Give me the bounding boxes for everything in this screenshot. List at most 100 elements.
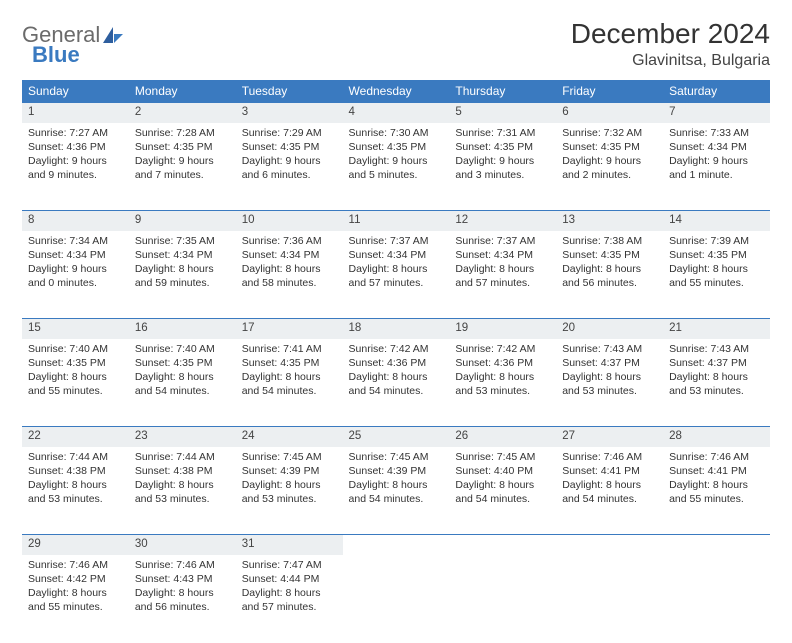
day-cell: Sunrise: 7:46 AMSunset: 4:43 PMDaylight:… — [129, 555, 236, 643]
daylight-text: Daylight: 8 hours and 56 minutes. — [562, 262, 657, 290]
sunset-text: Sunset: 4:36 PM — [349, 356, 444, 370]
sunrise-text: Sunrise: 7:42 AM — [455, 342, 550, 356]
sunrise-text: Sunrise: 7:41 AM — [242, 342, 337, 356]
sunrise-text: Sunrise: 7:37 AM — [455, 234, 550, 248]
sunset-text: Sunset: 4:34 PM — [28, 248, 123, 262]
day-number: 1 — [22, 103, 129, 123]
sunset-text: Sunset: 4:39 PM — [242, 464, 337, 478]
sunset-text: Sunset: 4:35 PM — [135, 140, 230, 154]
day-cell: Sunrise: 7:31 AMSunset: 4:35 PMDaylight:… — [449, 123, 556, 211]
dayheader-sat: Saturday — [663, 80, 770, 103]
sunset-text: Sunset: 4:43 PM — [135, 572, 230, 586]
day-number — [343, 535, 450, 555]
daylight-text: Daylight: 9 hours and 0 minutes. — [28, 262, 123, 290]
sunset-text: Sunset: 4:34 PM — [349, 248, 444, 262]
header: General December 2024 Glavinitsa, Bulgar… — [22, 18, 770, 70]
day-cell: Sunrise: 7:45 AMSunset: 4:40 PMDaylight:… — [449, 447, 556, 535]
day-number: 15 — [22, 319, 129, 339]
day-cell: Sunrise: 7:32 AMSunset: 4:35 PMDaylight:… — [556, 123, 663, 211]
day-cell: Sunrise: 7:46 AMSunset: 4:41 PMDaylight:… — [663, 447, 770, 535]
week-daynum-row: 293031 — [22, 535, 770, 555]
daylight-text: Daylight: 8 hours and 55 minutes. — [28, 586, 123, 614]
day-cell: Sunrise: 7:41 AMSunset: 4:35 PMDaylight:… — [236, 339, 343, 427]
sunrise-text: Sunrise: 7:46 AM — [28, 558, 123, 572]
daylight-text: Daylight: 8 hours and 54 minutes. — [349, 370, 444, 398]
sunrise-text: Sunrise: 7:36 AM — [242, 234, 337, 248]
day-cell — [449, 555, 556, 643]
day-cell: Sunrise: 7:35 AMSunset: 4:34 PMDaylight:… — [129, 231, 236, 319]
day-cell: Sunrise: 7:37 AMSunset: 4:34 PMDaylight:… — [343, 231, 450, 319]
sunset-text: Sunset: 4:35 PM — [242, 356, 337, 370]
sunrise-text: Sunrise: 7:39 AM — [669, 234, 764, 248]
day-cell: Sunrise: 7:45 AMSunset: 4:39 PMDaylight:… — [236, 447, 343, 535]
sunrise-text: Sunrise: 7:42 AM — [349, 342, 444, 356]
day-cell: Sunrise: 7:44 AMSunset: 4:38 PMDaylight:… — [129, 447, 236, 535]
dayheader-fri: Friday — [556, 80, 663, 103]
day-number: 9 — [129, 211, 236, 231]
sunset-text: Sunset: 4:36 PM — [28, 140, 123, 154]
day-number: 26 — [449, 427, 556, 447]
day-number: 30 — [129, 535, 236, 555]
sunset-text: Sunset: 4:35 PM — [562, 248, 657, 262]
day-cell: Sunrise: 7:47 AMSunset: 4:44 PMDaylight:… — [236, 555, 343, 643]
week-content-row: Sunrise: 7:27 AMSunset: 4:36 PMDaylight:… — [22, 123, 770, 211]
daylight-text: Daylight: 8 hours and 58 minutes. — [242, 262, 337, 290]
week-content-row: Sunrise: 7:34 AMSunset: 4:34 PMDaylight:… — [22, 231, 770, 319]
day-number — [449, 535, 556, 555]
day-number: 27 — [556, 427, 663, 447]
day-cell: Sunrise: 7:46 AMSunset: 4:41 PMDaylight:… — [556, 447, 663, 535]
day-number: 25 — [343, 427, 450, 447]
sunset-text: Sunset: 4:34 PM — [242, 248, 337, 262]
title-block: December 2024 Glavinitsa, Bulgaria — [571, 18, 770, 70]
daylight-text: Daylight: 8 hours and 57 minutes. — [455, 262, 550, 290]
daylight-text: Daylight: 9 hours and 7 minutes. — [135, 154, 230, 182]
week-daynum-row: 891011121314 — [22, 211, 770, 231]
day-number: 7 — [663, 103, 770, 123]
day-cell — [343, 555, 450, 643]
daylight-text: Daylight: 8 hours and 55 minutes. — [28, 370, 123, 398]
daylight-text: Daylight: 9 hours and 2 minutes. — [562, 154, 657, 182]
day-number: 12 — [449, 211, 556, 231]
daylight-text: Daylight: 8 hours and 53 minutes. — [242, 478, 337, 506]
day-cell: Sunrise: 7:44 AMSunset: 4:38 PMDaylight:… — [22, 447, 129, 535]
daylight-text: Daylight: 8 hours and 57 minutes. — [349, 262, 444, 290]
sunset-text: Sunset: 4:36 PM — [455, 356, 550, 370]
sunrise-text: Sunrise: 7:46 AM — [562, 450, 657, 464]
day-cell: Sunrise: 7:43 AMSunset: 4:37 PMDaylight:… — [556, 339, 663, 427]
daylight-text: Daylight: 8 hours and 53 minutes. — [455, 370, 550, 398]
daylight-text: Daylight: 8 hours and 54 minutes. — [349, 478, 444, 506]
daylight-text: Daylight: 8 hours and 55 minutes. — [669, 478, 764, 506]
daylight-text: Daylight: 9 hours and 9 minutes. — [28, 154, 123, 182]
logo-text-blue-wrap: Blue — [32, 42, 80, 68]
sunrise-text: Sunrise: 7:28 AM — [135, 126, 230, 140]
day-number: 28 — [663, 427, 770, 447]
sunset-text: Sunset: 4:37 PM — [562, 356, 657, 370]
daylight-text: Daylight: 8 hours and 54 minutes. — [562, 478, 657, 506]
sunrise-text: Sunrise: 7:44 AM — [135, 450, 230, 464]
sunset-text: Sunset: 4:40 PM — [455, 464, 550, 478]
dayheader-wed: Wednesday — [343, 80, 450, 103]
day-cell: Sunrise: 7:40 AMSunset: 4:35 PMDaylight:… — [129, 339, 236, 427]
sunrise-text: Sunrise: 7:29 AM — [242, 126, 337, 140]
sunrise-text: Sunrise: 7:35 AM — [135, 234, 230, 248]
sunrise-text: Sunrise: 7:40 AM — [135, 342, 230, 356]
day-cell: Sunrise: 7:33 AMSunset: 4:34 PMDaylight:… — [663, 123, 770, 211]
daylight-text: Daylight: 9 hours and 5 minutes. — [349, 154, 444, 182]
day-number: 22 — [22, 427, 129, 447]
sunrise-text: Sunrise: 7:31 AM — [455, 126, 550, 140]
daylight-text: Daylight: 8 hours and 57 minutes. — [242, 586, 337, 614]
day-number: 17 — [236, 319, 343, 339]
sunset-text: Sunset: 4:34 PM — [135, 248, 230, 262]
dayheader-tue: Tuesday — [236, 80, 343, 103]
sunrise-text: Sunrise: 7:32 AM — [562, 126, 657, 140]
sunset-text: Sunset: 4:34 PM — [455, 248, 550, 262]
calendar-table: Sunday Monday Tuesday Wednesday Thursday… — [22, 80, 770, 643]
day-header-row: Sunday Monday Tuesday Wednesday Thursday… — [22, 80, 770, 103]
day-cell: Sunrise: 7:30 AMSunset: 4:35 PMDaylight:… — [343, 123, 450, 211]
day-cell: Sunrise: 7:28 AMSunset: 4:35 PMDaylight:… — [129, 123, 236, 211]
day-number: 11 — [343, 211, 450, 231]
week-daynum-row: 1234567 — [22, 103, 770, 123]
day-cell: Sunrise: 7:27 AMSunset: 4:36 PMDaylight:… — [22, 123, 129, 211]
day-cell: Sunrise: 7:36 AMSunset: 4:34 PMDaylight:… — [236, 231, 343, 319]
week-content-row: Sunrise: 7:44 AMSunset: 4:38 PMDaylight:… — [22, 447, 770, 535]
